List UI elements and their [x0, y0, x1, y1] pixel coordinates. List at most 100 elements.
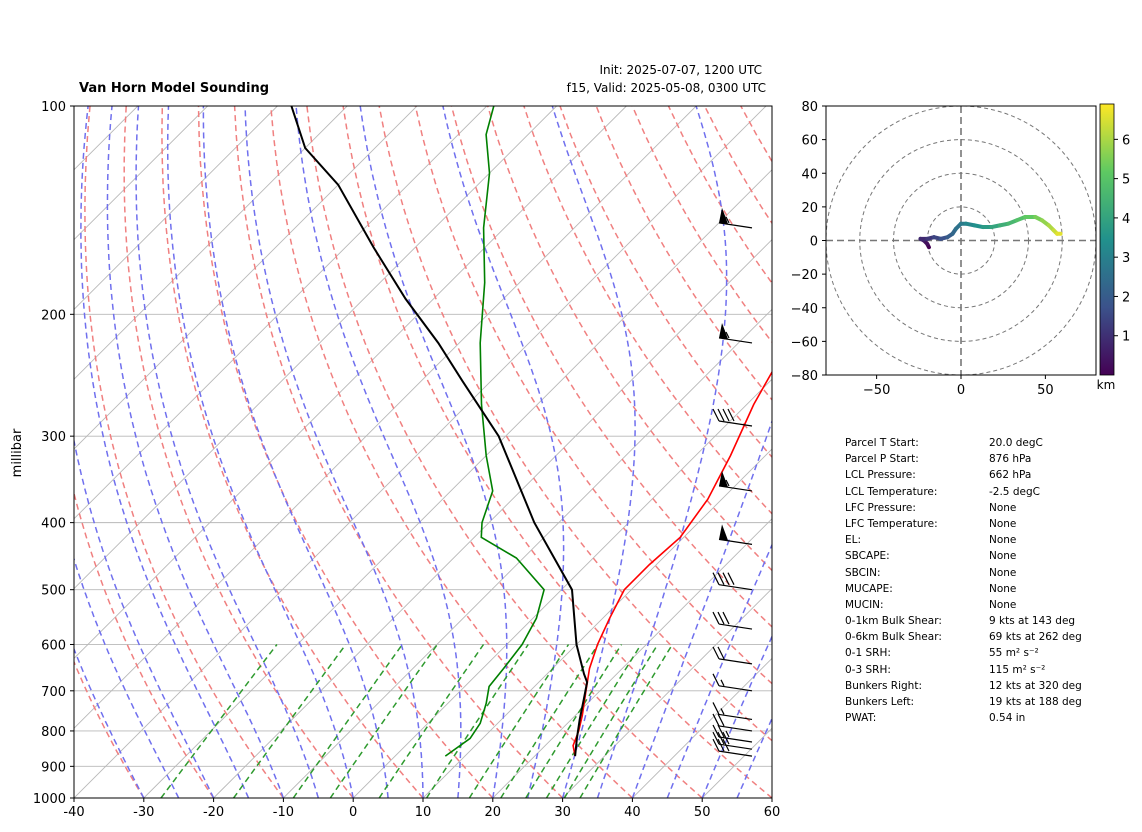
barb-flag [712, 408, 720, 422]
isotherm-line [701, 727, 772, 798]
moist-adiabat [295, 106, 462, 798]
parameter-name: LCL Temperature: [845, 485, 938, 498]
parameter-name: 0-1 SRH: [845, 647, 891, 660]
barb-flag [727, 408, 735, 422]
parameter-name: 0-3 SRH: [845, 663, 891, 676]
hodograph-rings [826, 106, 1096, 375]
isotherm-line [492, 518, 772, 798]
parameter-name: 0-6km Bulk Shear: [845, 631, 942, 644]
isotherm-line [74, 106, 278, 311]
barb-staff [718, 725, 753, 732]
dry-adiabat [123, 106, 354, 798]
hodograph-trace [918, 214, 1063, 250]
parameter-value: 20.0 degC [989, 437, 1043, 449]
dry-adiabat [161, 106, 424, 798]
mixing-ratio-line [525, 644, 623, 798]
moist-adiabat [80, 106, 250, 798]
hodograph-y-tick-label: 20 [801, 201, 818, 216]
hodograph-x-tick-label: 50 [1037, 383, 1054, 398]
parameter-value: None [989, 534, 1017, 547]
mixing-ratio-line [329, 644, 438, 798]
parcel-trace [290, 106, 589, 757]
hodograph-y-tick-label: 40 [801, 167, 818, 182]
isotherm-line [74, 106, 208, 241]
dry-adiabat [306, 106, 703, 798]
hodograph-y-tick-label: −80 [791, 369, 818, 384]
colorbar-tick-label: 6 [1122, 133, 1130, 148]
parameter-name: LCL Pressure: [845, 469, 916, 482]
x-tick-label: 30 [554, 805, 571, 820]
barb-staff [718, 685, 753, 692]
colorbar-label: km [1097, 378, 1116, 392]
wind-barb [718, 524, 753, 545]
moist-adiabat [359, 106, 508, 798]
parameter-value: -2.5 degC [989, 485, 1040, 498]
dry-adiabat [84, 106, 285, 798]
parameter-name: 0-1km Bulk Shear: [845, 615, 942, 628]
parameter-name: MUCIN: [845, 598, 884, 611]
mixing-ratio-line [425, 644, 529, 798]
parameter-name: LFC Pressure: [845, 501, 916, 514]
skew-t-series [290, 106, 772, 757]
barb-pennant [719, 470, 728, 487]
moist-adiabat [135, 106, 320, 798]
dry-adiabat [342, 106, 772, 798]
x-tick-label: 60 [764, 805, 781, 820]
y-tick-label: 800 [41, 725, 66, 740]
parameter-name: MUCAPE: [845, 582, 893, 595]
barb-flag [712, 673, 720, 687]
hodograph-y-tick-label: −40 [791, 302, 818, 317]
barb-flag [712, 611, 720, 625]
parameter-value: 12 kts at 320 deg [989, 679, 1082, 692]
x-tick-label: -30 [133, 805, 154, 820]
barb-pennant [719, 207, 728, 224]
dry-adiabat [270, 106, 633, 798]
colorbar [1099, 103, 1115, 376]
hodograph-y-tick-label: −60 [791, 335, 818, 350]
wind-barb [712, 702, 753, 721]
isotherm-line [352, 378, 772, 798]
mixing-ratio-line [232, 644, 347, 798]
wind-barb [712, 731, 753, 750]
x-tick-label: 20 [485, 805, 502, 820]
barb-flag [712, 724, 720, 738]
parameter-value: None [989, 501, 1017, 514]
barb-staff [718, 736, 753, 743]
barb-half-flag [720, 679, 725, 687]
parameter-value: None [989, 517, 1017, 530]
colorbar-ticks: 1 2 3 4 5 6 [1114, 133, 1130, 345]
dry-adiabat [849, 106, 1142, 798]
wind-barb [712, 611, 753, 630]
mixing-ratio-line [500, 644, 599, 798]
hodograph-y-tick-label: 60 [801, 134, 818, 149]
dry-adiabat [595, 106, 772, 401]
moist-adiabat [74, 556, 180, 798]
y-tick-label: 600 [41, 638, 66, 653]
barb-flag [712, 702, 720, 715]
dry-adiabat [667, 106, 772, 285]
parameter-value: 115 m² s⁻² [989, 663, 1046, 676]
barb-flag [712, 646, 720, 660]
barb-flag [717, 731, 725, 745]
x-tick-label: -10 [273, 805, 294, 820]
dewpoint-trace [444, 106, 545, 757]
wind-barb [718, 207, 753, 229]
barb-half-flag [720, 708, 725, 715]
y-tick-label: 1000 [33, 792, 66, 807]
parameter-value: None [989, 550, 1017, 563]
x-tick-label: 40 [624, 805, 641, 820]
barb-flag [717, 713, 725, 727]
wind-barb [718, 470, 753, 492]
barb-flag [727, 572, 735, 585]
barb-half-flag [725, 730, 730, 738]
moist-adiabat [701, 634, 772, 798]
y-tick-label: 100 [41, 100, 66, 115]
wind-barb [712, 572, 753, 591]
isotherm-line [74, 106, 418, 450]
isotherm-line [74, 106, 348, 380]
parameter-value: None [989, 566, 1017, 579]
mixing-ratio-line [378, 644, 485, 798]
hodograph-x-axis: −50 0 50 [863, 375, 1054, 398]
y-tick-label: 400 [41, 517, 66, 532]
skew-t-y-axis: 100 200 300 400 500 600 700 800 900 1000 [33, 100, 74, 807]
